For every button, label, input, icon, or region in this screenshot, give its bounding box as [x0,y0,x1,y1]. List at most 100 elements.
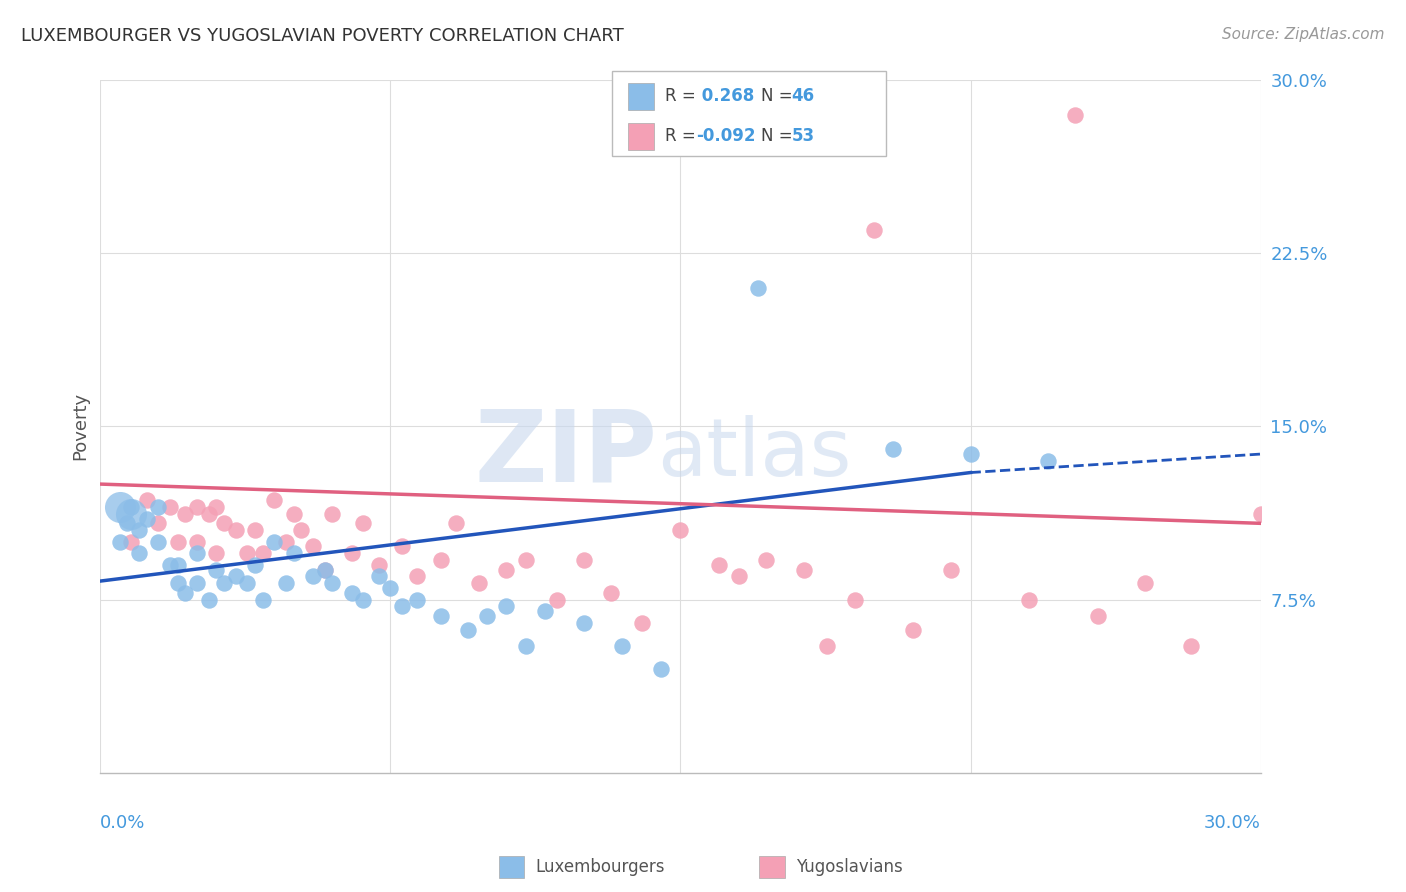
Y-axis label: Poverty: Poverty [72,392,89,460]
Text: Yugoslavians: Yugoslavians [796,858,903,876]
Text: Source: ZipAtlas.com: Source: ZipAtlas.com [1222,27,1385,42]
Point [186,500,208,515]
Point [283,546,305,560]
Point [225,569,247,583]
Text: N =: N = [761,128,797,145]
Point [174,585,197,599]
Point [340,585,363,599]
Point [205,562,228,576]
Point [380,581,402,595]
Point [367,569,389,583]
Point [321,507,343,521]
Text: atlas: atlas [657,415,852,493]
Text: 0.0%: 0.0% [100,814,146,832]
Text: 53: 53 [792,128,814,145]
Point [1133,576,1156,591]
Point [186,546,208,560]
Point [755,553,778,567]
Text: ZIP: ZIP [474,406,657,502]
Point [1250,507,1272,521]
Text: Luxembourgers: Luxembourgers [536,858,665,876]
Point [468,576,491,591]
Point [197,592,219,607]
Point [166,576,188,591]
Point [495,599,517,614]
Point [186,576,208,591]
Point [108,534,131,549]
Point [283,507,305,521]
Point [128,523,150,537]
Point [747,281,769,295]
Point [844,592,866,607]
Text: LUXEMBOURGER VS YUGOSLAVIAN POVERTY CORRELATION CHART: LUXEMBOURGER VS YUGOSLAVIAN POVERTY CORR… [21,27,624,45]
Text: 0.268: 0.268 [696,87,754,105]
Point [197,507,219,521]
Point [263,493,285,508]
Point [707,558,730,572]
Point [429,553,451,567]
Text: -0.092: -0.092 [696,128,755,145]
Point [274,534,297,549]
Point [205,546,228,560]
Point [515,553,537,567]
Point [1180,639,1202,653]
Point [901,623,924,637]
Point [108,500,131,515]
Point [444,516,467,531]
Point [534,604,557,618]
Point [321,576,343,591]
Point [546,592,568,607]
Point [367,558,389,572]
Point [495,562,517,576]
Point [135,512,157,526]
Point [817,639,839,653]
Text: 46: 46 [792,87,814,105]
Point [117,516,139,531]
Text: R =: R = [665,128,702,145]
Point [406,569,429,583]
Point [1036,454,1059,468]
Point [391,540,413,554]
Point [650,662,672,676]
Text: N =: N = [761,87,797,105]
Point [314,562,336,576]
Point [352,592,374,607]
Point [475,608,498,623]
Point [236,576,259,591]
Point [314,562,336,576]
Point [302,569,325,583]
Point [572,553,595,567]
Point [128,546,150,560]
Point [174,507,197,521]
Point [252,546,274,560]
Point [148,516,170,531]
Point [669,523,692,537]
Point [252,592,274,607]
Point [205,500,228,515]
Point [941,562,963,576]
Point [225,523,247,537]
Point [186,534,208,549]
Point [630,615,652,630]
Point [148,534,170,549]
Point [863,223,886,237]
Point [1087,608,1109,623]
Point [406,592,429,607]
Point [212,516,235,531]
Text: 30.0%: 30.0% [1204,814,1261,832]
Point [159,500,181,515]
Point [212,576,235,591]
Point [340,546,363,560]
Point [148,500,170,515]
Point [429,608,451,623]
Point [882,442,904,457]
Point [135,493,157,508]
Point [290,523,312,537]
Point [391,599,413,614]
Point [515,639,537,653]
Point [159,558,181,572]
Point [243,558,266,572]
Point [274,576,297,591]
Point [166,558,188,572]
Point [120,534,142,549]
